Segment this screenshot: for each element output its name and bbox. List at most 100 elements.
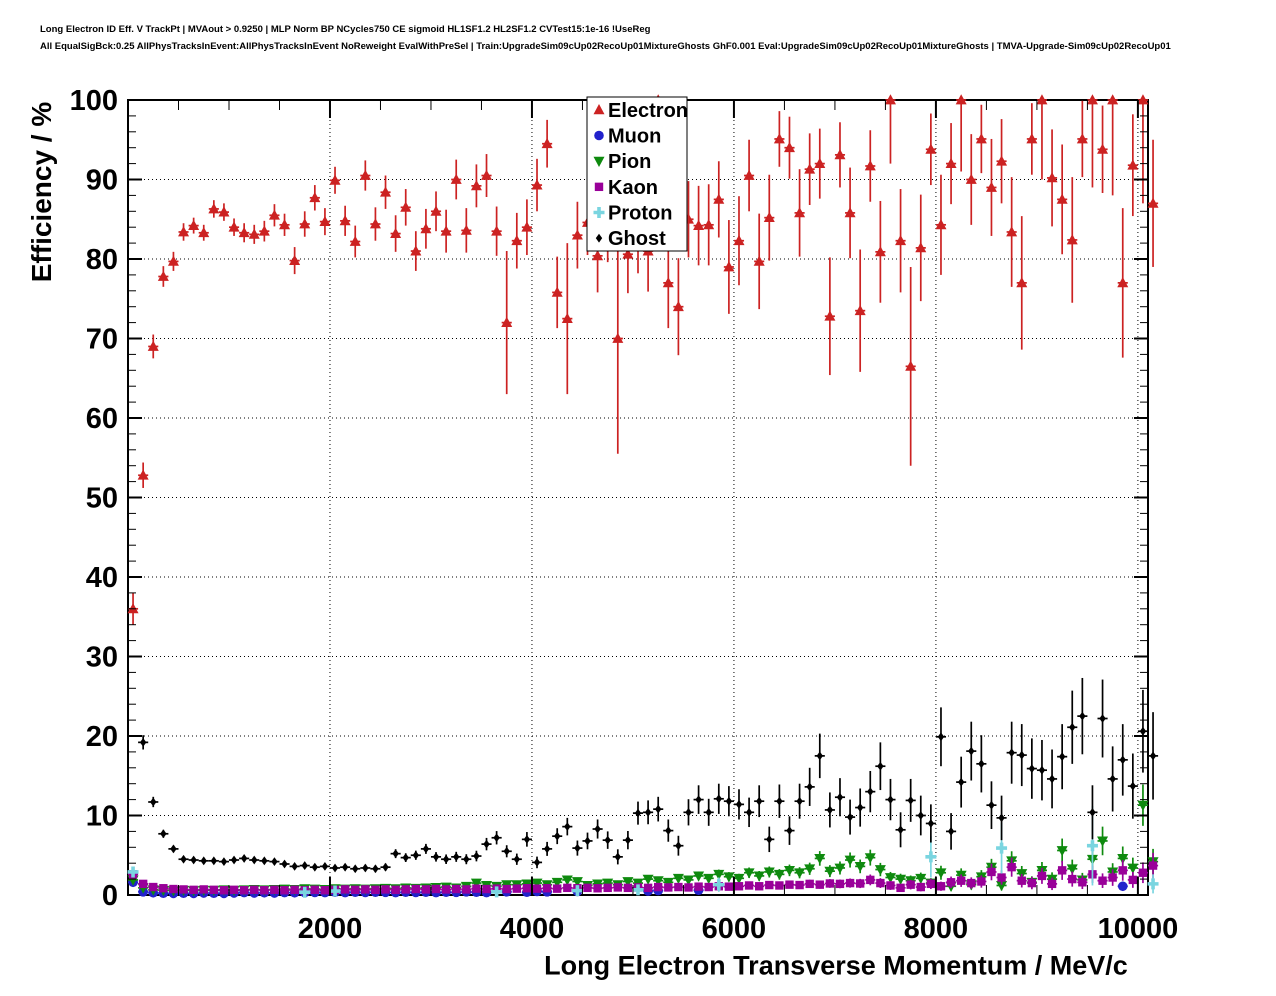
data-point-marker [523,834,531,844]
data-point-marker [160,829,167,839]
data-point-marker [975,133,987,144]
data-point-marker [1028,764,1036,773]
data-point-marker [927,819,935,828]
data-point-marker [592,250,604,261]
data-point-marker [915,242,927,253]
data-point-marker [271,857,278,867]
data-point-marker [189,885,198,895]
data-point-marker [642,874,654,885]
data-point-marker [998,813,1005,823]
data-point-marker [402,853,409,863]
data-point-marker [935,219,947,230]
data-point-marker [773,869,785,881]
data-point-marker [794,868,806,879]
legend-label: Electron [608,100,688,122]
data-point-marker [753,255,765,266]
data-point-marker [1066,234,1078,245]
data-point-marker [674,882,683,892]
data-point-marker [1057,866,1067,875]
data-point-marker [1119,755,1126,765]
data-point-marker [1108,873,1117,882]
data-point-marker [996,881,1008,892]
data-point-marker [723,261,735,272]
data-point-marker [157,270,169,281]
data-point-marker [705,807,712,817]
data-point-marker [390,227,402,238]
data-point-marker [724,882,734,891]
data-point-marker [684,883,693,892]
data-point-marker [644,807,652,817]
data-point-marker [826,805,834,815]
data-point-marker [987,867,996,877]
data-point-marker [1127,159,1139,170]
data-point-marker [1069,722,1076,732]
data-point-marker [1117,277,1129,288]
data-point-marker [229,885,239,895]
data-point-marker [511,234,523,246]
data-point-marker [320,886,330,895]
data-point-marker [239,886,249,895]
data-point-marker [733,873,745,885]
data-point-marker [309,191,321,203]
data-point-marker [884,873,896,884]
data-point-marker [127,866,139,878]
data-point-marker [662,277,674,288]
data-point-marker [432,852,440,862]
data-point-marker [349,235,361,246]
data-point-marker [886,881,895,890]
data-point-marker [916,882,925,892]
data-point-marker [199,885,208,894]
data-point-marker [501,316,513,327]
data-point-marker [1097,836,1109,847]
data-point-marker [392,849,399,859]
data-point-marker [258,225,270,236]
data-point-marker [1117,854,1129,865]
data-point-marker [682,875,694,886]
series-ghost [138,677,1159,874]
y-tick-label: 20 [86,721,118,753]
data-point-marker [925,851,937,863]
data-point-marker [502,884,511,894]
data-point-marker [654,804,662,814]
data-point-marker [1137,94,1149,105]
data-point-marker [491,886,503,898]
data-point-marker [593,104,605,115]
data-point-marker [715,794,722,804]
data-point-marker [251,855,258,865]
y-tick-label: 30 [86,642,118,674]
data-point-marker [713,879,725,891]
x-axis-title: Long Electron Transverse Momentum / MeV/… [544,950,1128,981]
data-point-marker [743,868,755,879]
data-point-marker [773,133,785,144]
data-point-marker [965,173,977,184]
plot-header: Long Electron ID Eff. V TrackPt | MVAout… [40,21,1171,55]
data-point-marker [783,865,795,877]
data-point-marker [612,332,624,343]
data-point-marker [785,880,794,889]
data-point-marker [895,874,907,885]
data-point-marker [664,883,673,892]
data-point-marker [825,879,835,888]
data-point-marker [542,884,552,893]
data-point-marker [219,886,229,895]
x-tick-label: 4000 [500,913,565,945]
data-point-marker [1027,878,1037,888]
data-point-marker [290,885,299,895]
legend-item-proton: Proton [593,203,672,225]
data-point-marker [594,824,601,834]
data-point-marker [331,863,339,873]
data-point-marker [483,839,490,849]
legend-label: Proton [608,203,672,225]
data-point-marker [452,884,461,894]
data-point-marker [1018,750,1025,760]
data-point-marker [1086,94,1098,105]
data-point-marker [200,856,207,866]
data-point-marker [149,882,158,892]
data-point-marker [401,885,410,894]
data-point-marker [745,807,753,817]
data-point-marker [188,219,200,231]
data-point-marker [836,792,844,802]
data-point-marker [1099,714,1106,723]
data-point-marker [896,883,905,893]
data-point-marker [685,807,692,817]
